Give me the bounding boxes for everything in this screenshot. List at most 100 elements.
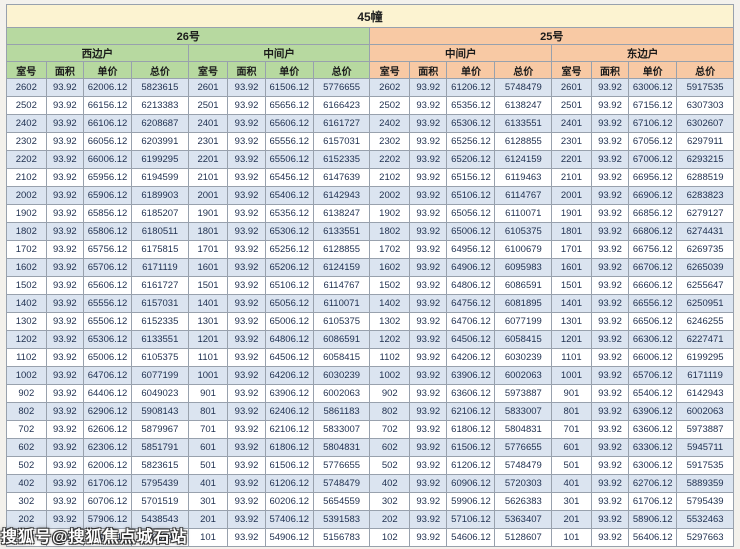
total-price-cell: 5879967	[131, 420, 189, 439]
area-cell: 93.92	[409, 438, 448, 457]
total-price-cell: 5804831	[494, 420, 553, 439]
total-price-cell: 6110071	[312, 294, 371, 313]
room-number-cell: 1002	[369, 366, 411, 385]
room-number-cell: 1301	[187, 312, 229, 331]
area-cell: 93.92	[409, 528, 448, 547]
total-price-cell: 6133551	[494, 114, 553, 133]
total-price-cell: 6105375	[494, 222, 553, 241]
building-title: 45幢	[6, 4, 734, 28]
area-cell: 93.92	[45, 240, 85, 259]
area-cell: 93.92	[45, 366, 85, 385]
area-cell: 93.92	[227, 276, 266, 295]
room-number-cell: 101	[187, 528, 229, 547]
area-cell: 93.92	[45, 492, 85, 511]
total-price-cell: 5804831	[312, 438, 371, 457]
unit-price-cell: 63006.12	[628, 456, 678, 475]
total-price-cell: 6199295	[676, 348, 734, 367]
total-price-cell: 6147639	[312, 168, 371, 187]
unit-price-cell: 61706.12	[83, 474, 133, 493]
unit-price-cell: 61706.12	[628, 492, 678, 511]
total-price-cell: 6152335	[312, 150, 371, 169]
column-header-unit-price: 单价	[628, 61, 678, 79]
column-header-area: 面积	[409, 61, 448, 79]
table-row: 602 93.92 62306.12 5851791 601 93.92 61806.12 5…	[6, 438, 734, 457]
table-row: 302 93.92 60706.12 5701519 301 93.92 60206.12 5…	[6, 492, 734, 511]
room-number-cell: 402	[369, 474, 411, 493]
unit-price-cell: 64706.12	[446, 312, 496, 331]
total-price-cell: 6246255	[676, 312, 734, 331]
unit-price-cell: 63906.12	[264, 384, 314, 403]
area-cell: 93.92	[590, 132, 630, 151]
table-row: 702 93.92 62606.12 5879967 701 93.92 62106.12 5…	[6, 420, 734, 439]
area-cell: 93.92	[227, 330, 266, 349]
room-number-cell: 1002	[6, 366, 47, 385]
unit-price-cell: 66306.12	[628, 330, 678, 349]
unit-price-cell: 63906.12	[446, 366, 496, 385]
area-cell: 93.92	[45, 510, 85, 529]
room-number-cell: 2002	[369, 186, 411, 205]
unit-price-cell: 63006.12	[628, 78, 678, 97]
column-header-room-number: 室号	[6, 61, 47, 79]
unit-price-cell: 61506.12	[446, 438, 496, 457]
unit-price-cell: 60206.12	[264, 492, 314, 511]
area-cell: 93.92	[409, 456, 448, 475]
unit-price-cell: 65556.12	[83, 294, 133, 313]
room-number-cell: 2001	[187, 186, 229, 205]
room-number-cell: 2101	[551, 168, 592, 187]
room-number-cell: 1502	[369, 276, 411, 295]
total-price-cell: 6175815	[131, 240, 189, 259]
room-number-cell: 802	[6, 402, 47, 421]
room-number-cell: 1201	[187, 330, 229, 349]
building-26-header: 26号	[5, 27, 371, 45]
area-cell: 93.92	[45, 150, 85, 169]
unit-price-cell: 66006.12	[628, 348, 678, 367]
area-cell: 93.92	[45, 222, 85, 241]
area-cell: 93.92	[227, 240, 266, 259]
total-price-cell: 5833007	[494, 402, 553, 421]
area-cell: 93.92	[227, 438, 266, 457]
area-cell: 93.92	[409, 222, 448, 241]
unit-price-cell: 65056.12	[446, 204, 496, 223]
unit-price-cell: 62106.12	[446, 402, 496, 421]
area-cell: 93.92	[227, 186, 266, 205]
unit-price-cell: 64956.12	[446, 240, 496, 259]
area-cell: 93.92	[409, 150, 448, 169]
area-cell: 93.92	[45, 204, 85, 223]
table-row: 2602 93.92 62006.12 5823615 2601 93.92 61506.1…	[6, 78, 734, 97]
room-number-cell: 602	[369, 438, 411, 457]
room-number-cell: 601	[187, 438, 229, 457]
area-cell: 93.92	[45, 312, 85, 331]
room-number-cell: 1402	[6, 294, 47, 313]
room-number-cell: 1102	[369, 348, 411, 367]
table-row: 1102 93.92 65006.12 6105375 1101 93.92 64506.1…	[6, 348, 734, 367]
unit-price-cell: 65106.12	[264, 276, 314, 295]
table-row: 1902 93.92 65856.12 6185207 1901 93.92 65356.1…	[6, 204, 734, 223]
table-row: 2402 93.92 66106.12 6208687 2401 93.92 65606.1…	[6, 114, 734, 133]
area-cell: 93.92	[45, 258, 85, 277]
area-cell: 93.92	[227, 312, 266, 331]
total-price-cell: 5795439	[131, 474, 189, 493]
room-number-cell: 2302	[6, 132, 47, 151]
total-price-cell: 5917535	[676, 456, 734, 475]
area-cell: 93.92	[409, 492, 448, 511]
room-number-cell: 2401	[551, 114, 592, 133]
table-row: 1202 93.92 65306.12 6133551 1201 93.92 64806.1…	[6, 330, 734, 349]
unit-price-cell: 64206.12	[446, 348, 496, 367]
room-number-cell: 1101	[187, 348, 229, 367]
room-number-cell: 701	[187, 420, 229, 439]
total-price-cell: 6128855	[494, 132, 553, 151]
total-price-cell: 5156783	[312, 528, 371, 547]
unit-price-cell: 61806.12	[264, 438, 314, 457]
room-number-cell: 902	[6, 384, 47, 403]
unit-price-cell: 60906.12	[446, 474, 496, 493]
room-number-cell: 102	[369, 528, 411, 547]
room-number-cell: 1701	[551, 240, 592, 259]
total-price-cell: 6077199	[131, 366, 189, 385]
room-number-cell: 302	[369, 492, 411, 511]
total-price-cell: 6133551	[131, 330, 189, 349]
room-number-cell: 1901	[551, 204, 592, 223]
area-cell: 93.92	[45, 384, 85, 403]
room-number-cell: 1101	[551, 348, 592, 367]
table-row: 1402 93.92 65556.12 6157031 1401 93.92 65056.1…	[6, 294, 734, 313]
unit-price-cell: 54906.12	[264, 528, 314, 547]
